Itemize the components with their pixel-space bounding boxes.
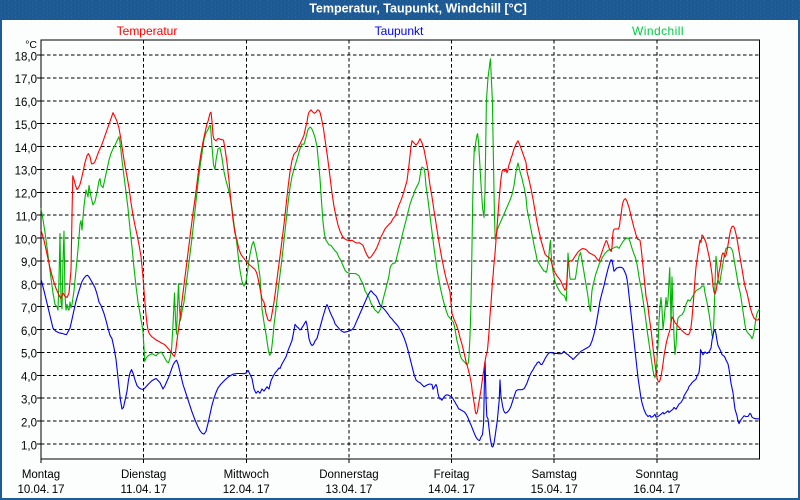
svg-text:13,0: 13,0 (15, 166, 37, 178)
svg-text:9,0: 9,0 (21, 257, 37, 269)
svg-text:Dienstag: Dienstag (121, 469, 166, 481)
svg-text:5,0: 5,0 (21, 349, 37, 361)
svg-text:4,0: 4,0 (21, 372, 37, 384)
svg-text:Taupunkt: Taupunkt (375, 24, 424, 38)
svg-text:2,0: 2,0 (21, 417, 37, 429)
svg-text:11.04. 17: 11.04. 17 (121, 484, 167, 496)
svg-text:3,0: 3,0 (21, 395, 37, 407)
svg-text:Windchill: Windchill (632, 24, 684, 38)
svg-text:Donnerstag: Donnerstag (319, 469, 378, 481)
svg-text:8,0: 8,0 (21, 280, 37, 292)
svg-text:Freitag: Freitag (434, 469, 470, 481)
svg-text:16,0: 16,0 (15, 97, 37, 109)
svg-text:6,0: 6,0 (21, 326, 37, 338)
svg-text:15,0: 15,0 (15, 120, 37, 132)
svg-text:Samstag: Samstag (532, 469, 577, 481)
svg-text:13.04. 17: 13.04. 17 (325, 484, 372, 496)
svg-text:17,0: 17,0 (15, 74, 37, 86)
svg-text:11,0: 11,0 (15, 212, 37, 224)
svg-text:Temperatur: Temperatur (117, 24, 178, 38)
svg-text:10,0: 10,0 (15, 234, 37, 246)
svg-text:1,0: 1,0 (21, 440, 37, 452)
svg-text:Sonntag: Sonntag (635, 469, 678, 481)
svg-text:7,0: 7,0 (21, 303, 37, 315)
svg-text:16.04. 17: 16.04. 17 (633, 484, 680, 496)
svg-text:Mittwoch: Mittwoch (224, 469, 269, 481)
svg-text:12,0: 12,0 (15, 189, 37, 201)
svg-text:°C: °C (25, 39, 37, 51)
svg-text:Montag: Montag (22, 469, 60, 481)
svg-text:Temperatur, Taupunkt, Windchil: Temperatur, Taupunkt, Windchill [°C] (309, 2, 527, 16)
svg-text:14.04. 17: 14.04. 17 (428, 484, 475, 496)
svg-text:18,0: 18,0 (15, 51, 37, 63)
svg-text:10.04. 17: 10.04. 17 (17, 484, 64, 496)
svg-text:14,0: 14,0 (15, 143, 37, 155)
svg-text:15.04. 17: 15.04. 17 (531, 484, 578, 496)
svg-text:12.04. 17: 12.04. 17 (223, 484, 270, 496)
